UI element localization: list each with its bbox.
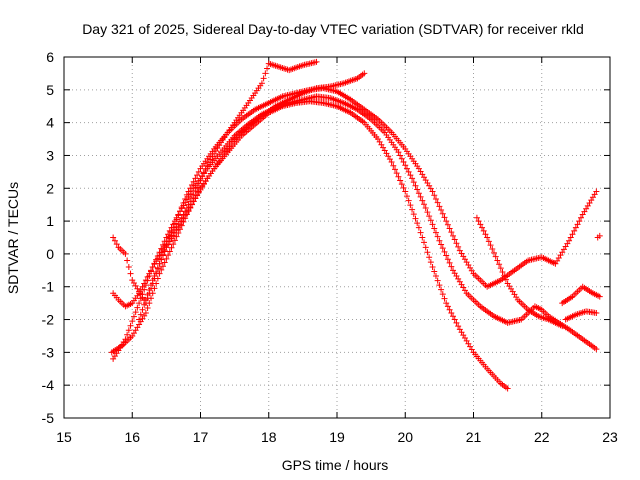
x-tick-label: 16 [124,429,140,445]
y-tick-label: 4 [46,115,54,131]
series-track-2 [136,70,368,323]
series-track-8 [562,308,600,323]
y-tick-label: -3 [42,344,55,360]
plus-marker-track [110,58,320,310]
chart-title: Day 321 of 2025, Sidereal Day-to-day VTE… [82,21,584,37]
plus-marker-track [594,232,603,241]
y-axis-label: SDTVAR / TECUs [5,182,21,294]
series-track-7 [559,283,603,307]
x-tick-label: 22 [534,429,550,445]
y-tick-label: 3 [46,147,54,163]
plus-marker-track [473,214,566,330]
y-tick-label: 5 [46,82,54,98]
series-track-5 [110,85,600,307]
y-tick-label: 6 [46,49,54,65]
plus-marker-track [559,283,603,307]
y-tick-label: -4 [42,377,55,393]
grid [64,57,610,418]
plus-marker-track [562,308,600,323]
data-marks [108,58,603,392]
series-track-1 [110,58,320,310]
y-tick-label: -1 [42,279,55,295]
x-tick-label: 20 [397,429,413,445]
plot-frame [63,56,611,419]
x-axis-label: GPS time / hours [282,457,389,473]
x-tick-label: 17 [193,429,209,445]
x-tick-label: 18 [261,429,277,445]
plus-marker-track [110,93,600,362]
y-tick-label: -5 [42,410,55,426]
plus-marker-track [110,85,600,307]
series-track-9 [594,232,603,241]
x-tick-label: 21 [466,429,482,445]
x-tick-label: 19 [329,429,345,445]
series-track-4 [110,93,600,362]
x-tick-label: 23 [602,429,618,445]
y-tick-label: 1 [46,213,54,229]
plus-marker-track [136,70,368,323]
y-tick-label: 2 [46,180,54,196]
x-tick-label: 15 [56,429,72,445]
y-tick-label: 0 [46,246,54,262]
series-track-6 [473,214,566,330]
y-tick-label: -2 [42,312,55,328]
